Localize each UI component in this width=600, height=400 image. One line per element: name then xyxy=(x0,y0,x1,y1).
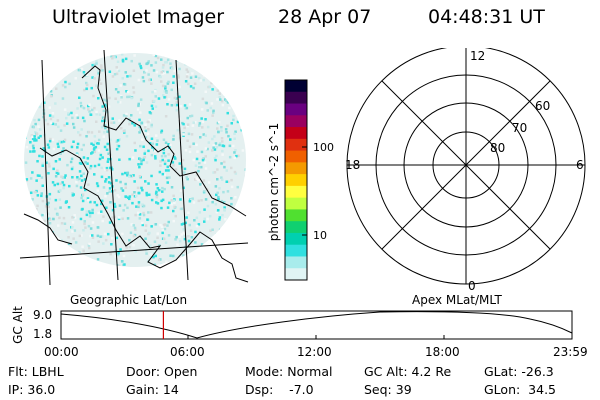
altitude-ylabel: GC Alt xyxy=(11,306,25,344)
mlt-label-0: 0 xyxy=(468,279,476,293)
geographic-image xyxy=(19,50,249,286)
altitude-plot: GC Alt 9.0 1.8 xyxy=(11,306,573,344)
ip-readout: IP: 36.0 xyxy=(8,382,56,397)
polar-diagonal-2 xyxy=(381,80,551,250)
altitude-curve xyxy=(60,311,573,339)
colorbar-tick-10: 10 xyxy=(313,229,327,242)
time-tick-0000: 00:00 xyxy=(44,345,79,359)
filter-readout: Flt: LBHL xyxy=(8,364,64,379)
mode-readout: Mode: Normal xyxy=(245,364,333,379)
sequence-readout: Seq: 39 xyxy=(364,382,412,397)
altitude-ytick-max: 9.0 xyxy=(33,308,52,322)
colorbar-tick-100: 100 xyxy=(313,141,334,154)
colorbar-unit-label: photon cm^-2 s^-1 xyxy=(267,123,281,241)
door-readout: Door: Open xyxy=(126,364,198,379)
coastline xyxy=(23,65,249,283)
apex-label: Apex MLat/MLT xyxy=(412,293,502,307)
mlt-label-12: 12 xyxy=(470,49,485,63)
uv-disc xyxy=(24,53,246,267)
date-label: 28 Apr 07 xyxy=(278,6,372,28)
polar-plot: 12 18 6 0 60 70 80 xyxy=(345,48,586,293)
app-title: Ultraviolet Imager xyxy=(52,6,225,28)
glon-readout: GLon: 34.5 xyxy=(484,382,556,397)
altitude-plot-frame xyxy=(60,310,573,340)
geographic-label: Geographic Lat/Lon xyxy=(70,293,188,307)
colorbar: 100 10 photon cm^-2 s^-1 xyxy=(267,79,334,281)
time-tick-1800: 18:00 xyxy=(425,345,460,359)
mlt-label-18: 18 xyxy=(345,158,360,172)
mlt-label-6: 6 xyxy=(576,158,584,172)
gc-altitude-readout: GC Alt: 4.2 Re xyxy=(364,364,452,379)
gain-readout: Gain: 14 xyxy=(126,382,179,397)
lat-label-60: 60 xyxy=(535,99,550,113)
time-tick-0600: 06:00 xyxy=(170,345,205,359)
lat-label-70: 70 xyxy=(512,121,527,135)
map-grid-lines xyxy=(19,50,249,286)
glat-readout: GLat: -26.3 xyxy=(484,364,554,379)
time-tick-2359: 23:59 xyxy=(553,345,588,359)
time-label: 04:48:31 UT xyxy=(428,6,545,28)
time-tick-1200: 12:00 xyxy=(297,345,332,359)
lat-label-80: 80 xyxy=(490,141,505,155)
altitude-ytick-min: 1.8 xyxy=(33,327,52,341)
dsp-readout: Dsp: -7.0 xyxy=(245,382,314,397)
